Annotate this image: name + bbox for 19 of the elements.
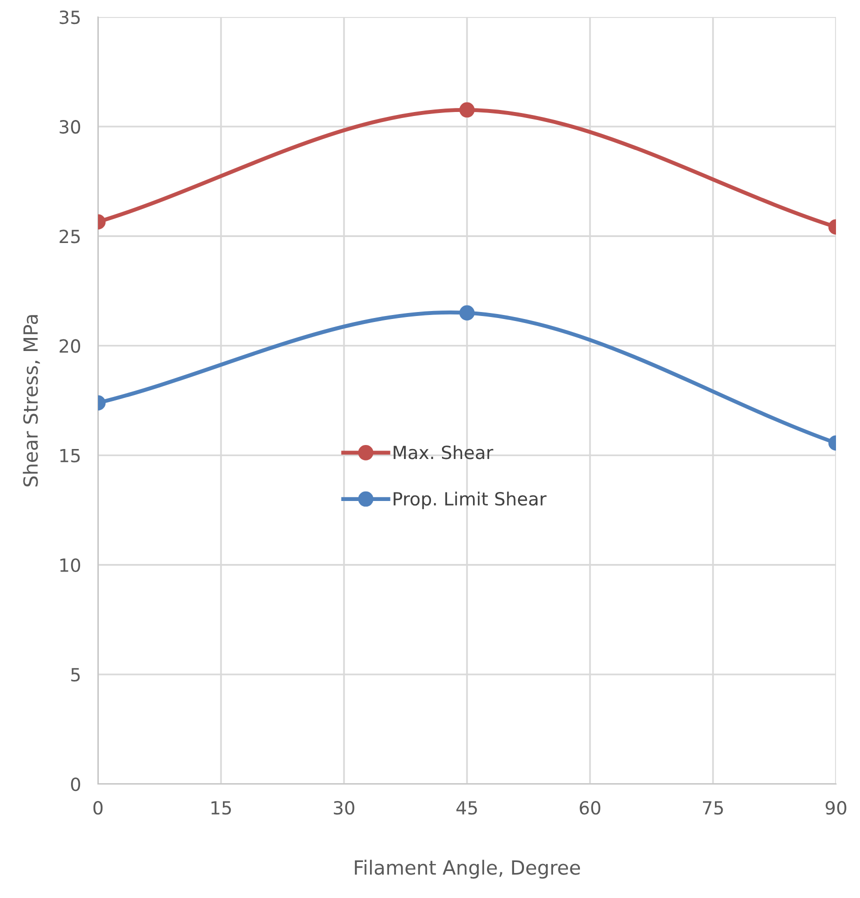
y-tick-label: 15 <box>60 448 80 462</box>
legend-label: Prop. Limit Shear <box>394 492 547 510</box>
x-tick-label: 0 <box>93 800 103 815</box>
y-tick-label: 10 <box>60 558 80 572</box>
y-tick-label: 20 <box>60 339 80 353</box>
x-tick-label: 90 <box>826 800 846 815</box>
x-tick-label: 60 <box>580 800 600 815</box>
y-tick-label: 30 <box>60 120 80 134</box>
y-tick-label: 35 <box>60 10 80 24</box>
y-tick-label: 0 <box>71 777 80 792</box>
x-axis-title: Filament Angle, Degree <box>354 860 580 879</box>
y-tick-label: 25 <box>60 230 80 244</box>
x-tick-label: 15 <box>211 801 231 815</box>
y-axis-title: Shear Stress, MPa <box>22 315 40 486</box>
x-tick-label: 75 <box>702 801 723 815</box>
x-tick-label: 45 <box>456 801 477 815</box>
legend-label: Max. Shear <box>394 445 494 460</box>
x-tick-label: 30 <box>334 800 354 815</box>
y-tick-label: 5 <box>71 668 80 682</box>
